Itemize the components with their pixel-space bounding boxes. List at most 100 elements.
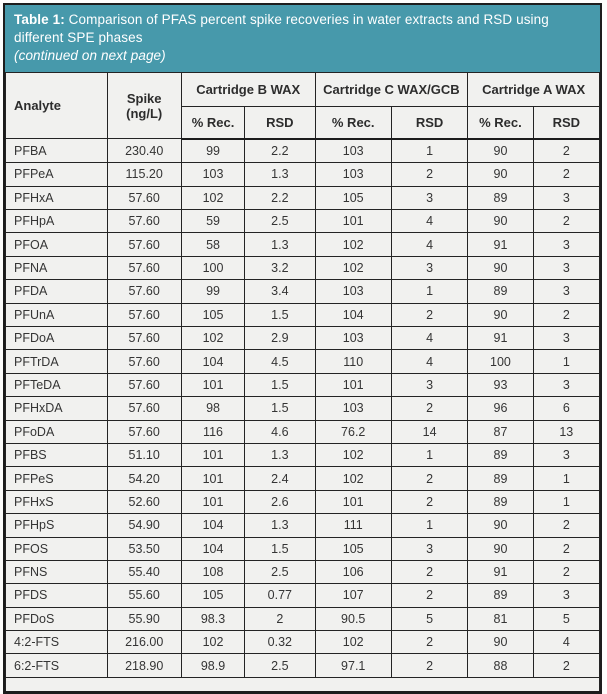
value-cell: 59 bbox=[180, 209, 246, 234]
value-cell: 90 bbox=[467, 209, 534, 234]
value-cell: 3 bbox=[532, 232, 601, 257]
table-row: PFNS 55.40 108 2.5 106 2 91 2 bbox=[5, 559, 601, 585]
value-cell: 2.6 bbox=[244, 489, 316, 515]
analyte-cell: PFHxDA bbox=[5, 396, 108, 421]
value-cell: 90 bbox=[467, 630, 534, 655]
value-cell: 218.90 bbox=[106, 653, 182, 678]
value-cell: 101 bbox=[180, 372, 246, 398]
analyte-cell: PFHxA bbox=[5, 185, 108, 211]
value-cell: 97.1 bbox=[314, 653, 392, 678]
analyte-cell: PFBA bbox=[5, 138, 108, 164]
value-cell: 4.5 bbox=[244, 349, 316, 374]
value-cell: 2.4 bbox=[244, 466, 316, 491]
value-cell: 1 bbox=[532, 466, 601, 491]
analyte-cell: PFNS bbox=[5, 559, 108, 585]
value-cell: 57.60 bbox=[106, 209, 182, 234]
value-cell: 104 bbox=[180, 536, 246, 561]
value-cell: 81 bbox=[467, 606, 534, 632]
value-cell: 89 bbox=[467, 466, 534, 491]
value-cell: 103 bbox=[314, 396, 392, 421]
analyte-cell: 6:2-FTS bbox=[5, 653, 108, 678]
value-cell: 3.4 bbox=[244, 279, 316, 304]
empty-cell bbox=[5, 676, 600, 691]
value-cell: 2 bbox=[532, 513, 601, 538]
value-cell: 99 bbox=[180, 279, 246, 304]
table-row: PFDA 57.60 99 3.4 103 1 89 3 bbox=[5, 279, 601, 304]
value-cell: 3 bbox=[532, 372, 601, 398]
value-cell: 3 bbox=[532, 325, 601, 351]
table-row: PFDoS 55.90 98.3 2 90.5 5 81 5 bbox=[5, 606, 601, 632]
value-cell: 2 bbox=[532, 302, 601, 327]
value-cell: 101 bbox=[180, 466, 246, 491]
value-cell: 111 bbox=[314, 513, 392, 538]
analyte-cell: PFDS bbox=[5, 583, 108, 608]
value-cell: 90 bbox=[467, 138, 534, 164]
analyte-cell: PFTeDA bbox=[5, 372, 108, 398]
value-cell: 57.60 bbox=[106, 302, 182, 327]
value-cell: 1 bbox=[390, 138, 469, 164]
value-cell: 90.5 bbox=[314, 606, 392, 632]
table-row: PFHxDA 57.60 98 1.5 103 2 96 6 bbox=[5, 396, 601, 421]
value-cell: 90 bbox=[467, 302, 534, 327]
value-cell: 98.3 bbox=[180, 606, 246, 632]
value-cell: 54.20 bbox=[106, 466, 182, 491]
value-cell: 90 bbox=[467, 162, 534, 187]
value-cell: 5 bbox=[532, 606, 601, 632]
value-cell: 101 bbox=[314, 372, 392, 398]
value-cell: 2 bbox=[390, 489, 469, 515]
value-cell: 1.5 bbox=[244, 372, 316, 398]
analyte-cell: PFOA bbox=[5, 232, 108, 257]
value-cell: 3 bbox=[532, 583, 601, 608]
value-cell: 3 bbox=[532, 442, 601, 468]
value-cell: 4 bbox=[390, 209, 469, 234]
value-cell: 1 bbox=[532, 349, 601, 374]
column-group-cartridge-c: Cartridge C WAX/GCB bbox=[314, 71, 469, 107]
value-cell: 57.60 bbox=[106, 232, 182, 257]
value-cell: 4 bbox=[390, 232, 469, 257]
spike-label-line2: (ng/L) bbox=[126, 105, 163, 121]
value-cell: 2.5 bbox=[244, 559, 316, 585]
column-group-cartridge-b: Cartridge B WAX bbox=[180, 71, 316, 107]
value-cell: 52.60 bbox=[106, 489, 182, 515]
value-cell: 89 bbox=[467, 279, 534, 304]
value-cell: 4.6 bbox=[244, 419, 316, 444]
subheader-b-rsd: RSD bbox=[244, 105, 316, 140]
value-cell: 93 bbox=[467, 372, 534, 398]
value-cell: 1.5 bbox=[244, 302, 316, 327]
value-cell: 101 bbox=[314, 489, 392, 515]
value-cell: 2 bbox=[532, 162, 601, 187]
value-cell: 91 bbox=[467, 559, 534, 585]
value-cell: 89 bbox=[467, 489, 534, 515]
value-cell: 2 bbox=[532, 209, 601, 234]
value-cell: 1.3 bbox=[244, 232, 316, 257]
value-cell: 57.60 bbox=[106, 185, 182, 211]
value-cell: 1 bbox=[390, 442, 469, 468]
value-cell: 2.5 bbox=[244, 653, 316, 678]
value-cell: 102 bbox=[314, 255, 392, 281]
table-row: PFHpA 57.60 59 2.5 101 4 90 2 bbox=[5, 209, 601, 234]
table-row: PFDS 55.60 105 0.77 107 2 89 3 bbox=[5, 583, 601, 608]
value-cell: 1 bbox=[532, 489, 601, 515]
analyte-cell: PFPeS bbox=[5, 466, 108, 491]
value-cell: 3 bbox=[390, 185, 469, 211]
table-row: PFPeS 54.20 101 2.4 102 2 89 1 bbox=[5, 466, 601, 491]
value-cell: 104 bbox=[180, 349, 246, 374]
analyte-cell: PFHxS bbox=[5, 489, 108, 515]
value-cell: 58 bbox=[180, 232, 246, 257]
value-cell: 2 bbox=[390, 162, 469, 187]
value-cell: 103 bbox=[314, 138, 392, 164]
value-cell: 216.00 bbox=[106, 630, 182, 655]
value-cell: 3 bbox=[390, 255, 469, 281]
value-cell: 104 bbox=[314, 302, 392, 327]
value-cell: 3.2 bbox=[244, 255, 316, 281]
value-cell: 76.2 bbox=[314, 419, 392, 444]
value-cell: 90 bbox=[467, 513, 534, 538]
value-cell: 105 bbox=[180, 583, 246, 608]
value-cell: 1.5 bbox=[244, 536, 316, 561]
subheader-a-rsd: RSD bbox=[532, 105, 601, 140]
value-cell: 57.60 bbox=[106, 372, 182, 398]
value-cell: 90 bbox=[467, 255, 534, 281]
value-cell: 89 bbox=[467, 583, 534, 608]
value-cell: 91 bbox=[467, 232, 534, 257]
value-cell: 101 bbox=[314, 209, 392, 234]
